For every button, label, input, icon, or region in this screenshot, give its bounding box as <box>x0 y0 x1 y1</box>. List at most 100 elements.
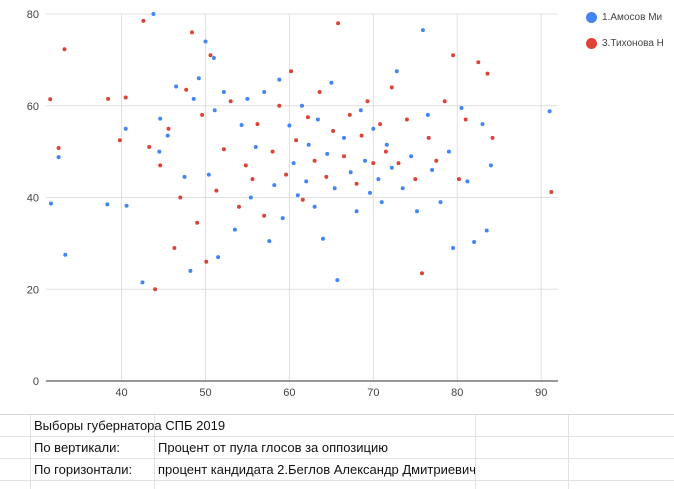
data-point-series-1[interactable] <box>306 142 311 147</box>
data-point-series-2[interactable] <box>208 53 213 58</box>
data-point-series-1[interactable] <box>451 246 456 250</box>
data-point-series-1[interactable] <box>335 278 340 283</box>
data-point-series-2[interactable] <box>221 147 226 152</box>
data-point-series-2[interactable] <box>434 158 439 163</box>
data-point-series-1[interactable] <box>232 227 237 232</box>
data-point-series-2[interactable] <box>190 30 194 35</box>
data-point-series-2[interactable] <box>420 271 424 276</box>
data-point-series-2[interactable] <box>413 177 418 182</box>
data-point-series-2[interactable] <box>347 112 352 117</box>
data-point-series-1[interactable] <box>188 268 193 273</box>
data-point-series-1[interactable] <box>312 204 317 209</box>
data-point-series-2[interactable] <box>305 115 310 120</box>
data-point-series-1[interactable] <box>325 151 330 156</box>
data-point-series-1[interactable] <box>376 177 381 182</box>
data-point-series-1[interactable] <box>484 228 489 233</box>
data-point-series-1[interactable] <box>342 135 346 140</box>
data-point-series-1[interactable] <box>123 126 128 131</box>
data-point-series-2[interactable] <box>153 287 158 292</box>
data-point-series-2[interactable] <box>365 99 370 104</box>
data-point-series-2[interactable] <box>178 195 183 200</box>
data-point-series-1[interactable] <box>488 163 493 168</box>
legend-item-series-2[interactable]: 3.Тихонова Н <box>586 34 674 52</box>
data-point-series-1[interactable] <box>354 209 359 214</box>
data-point-series-1[interactable] <box>221 90 226 94</box>
data-point-series-2[interactable] <box>147 145 152 149</box>
data-point-series-2[interactable] <box>166 126 171 131</box>
data-point-series-1[interactable] <box>415 209 419 214</box>
data-point-series-1[interactable] <box>272 183 277 188</box>
data-point-series-2[interactable] <box>106 96 111 101</box>
data-point-series-1[interactable] <box>472 240 477 244</box>
sheet-cell-horizontal-value[interactable]: процент кандидата 2.Беглов Александр Дми… <box>158 462 476 477</box>
data-point-series-1[interactable] <box>211 56 216 60</box>
data-point-series-1[interactable] <box>212 108 217 113</box>
data-point-series-1[interactable] <box>465 179 470 184</box>
data-point-series-2[interactable] <box>359 133 364 138</box>
sheet-cell-vertical-value[interactable]: Процент от пула глосов за оппозицию <box>158 440 388 455</box>
data-point-series-1[interactable] <box>368 190 372 195</box>
data-point-series-2[interactable] <box>342 154 346 159</box>
data-point-series-2[interactable] <box>324 174 329 179</box>
data-point-series-1[interactable] <box>206 172 211 177</box>
data-point-series-2[interactable] <box>117 138 122 143</box>
data-point-series-1[interactable] <box>191 96 196 101</box>
data-point-series-1[interactable] <box>446 149 451 154</box>
data-point-series-1[interactable] <box>63 252 68 257</box>
data-point-series-2[interactable] <box>277 103 282 108</box>
data-point-series-1[interactable] <box>425 112 430 117</box>
data-point-series-2[interactable] <box>463 117 468 122</box>
data-point-series-2[interactable] <box>200 112 205 117</box>
data-point-series-2[interactable] <box>123 95 128 100</box>
data-point-series-2[interactable] <box>404 117 409 122</box>
data-point-series-2[interactable] <box>549 190 554 194</box>
data-point-series-2[interactable] <box>294 138 299 143</box>
data-point-series-2[interactable] <box>237 204 241 209</box>
data-point-series-2[interactable] <box>354 181 359 186</box>
data-point-series-1[interactable] <box>56 155 61 160</box>
data-point-series-2[interactable] <box>48 97 53 102</box>
sheet-cell-horizontal-label[interactable]: По горизонтали: <box>34 462 133 477</box>
data-point-series-2[interactable] <box>457 177 461 182</box>
data-point-series-1[interactable] <box>438 200 443 205</box>
data-point-series-1[interactable] <box>291 161 296 166</box>
data-point-series-1[interactable] <box>389 165 394 170</box>
data-point-series-1[interactable] <box>394 69 399 74</box>
data-point-series-1[interactable] <box>384 142 389 147</box>
data-point-series-1[interactable] <box>420 28 425 33</box>
data-point-series-1[interactable] <box>157 149 162 154</box>
data-point-series-2[interactable] <box>158 163 163 168</box>
data-point-series-1[interactable] <box>321 236 325 241</box>
data-point-series-1[interactable] <box>49 201 53 206</box>
data-point-series-1[interactable] <box>348 170 353 175</box>
data-point-series-1[interactable] <box>203 39 208 44</box>
data-point-series-1[interactable] <box>400 186 405 191</box>
data-point-series-2[interactable] <box>289 69 294 74</box>
data-point-series-2[interactable] <box>371 161 376 166</box>
data-point-series-1[interactable] <box>304 179 309 184</box>
data-point-series-1[interactable] <box>329 80 334 85</box>
data-point-series-1[interactable] <box>363 158 367 163</box>
data-point-series-1[interactable] <box>174 84 179 89</box>
data-point-series-2[interactable] <box>485 71 490 76</box>
data-point-series-2[interactable] <box>184 87 189 92</box>
data-point-series-2[interactable] <box>214 188 219 193</box>
data-point-series-2[interactable] <box>172 246 177 250</box>
sheet-cell-vertical-label[interactable]: По вертикали: <box>34 440 120 455</box>
data-point-series-1[interactable] <box>267 239 272 244</box>
data-point-series-2[interactable] <box>255 122 260 127</box>
data-point-series-2[interactable] <box>300 197 305 202</box>
data-point-series-2[interactable] <box>62 47 67 52</box>
data-point-series-1[interactable] <box>409 154 414 159</box>
data-point-series-2[interactable] <box>284 172 289 177</box>
data-point-series-2[interactable] <box>451 53 456 58</box>
data-point-series-2[interactable] <box>204 259 209 264</box>
data-point-series-1[interactable] <box>151 12 156 16</box>
data-point-series-1[interactable] <box>295 193 300 198</box>
data-point-series-1[interactable] <box>358 108 363 113</box>
data-point-series-2[interactable] <box>383 149 388 154</box>
legend-item-series-1[interactable]: 1.Амосов Ми <box>586 8 674 26</box>
data-point-series-1[interactable] <box>216 255 221 260</box>
sheet-cell-title[interactable]: Выборы губернатора СПБ 2019 <box>34 418 226 433</box>
data-point-series-2[interactable] <box>262 213 267 218</box>
